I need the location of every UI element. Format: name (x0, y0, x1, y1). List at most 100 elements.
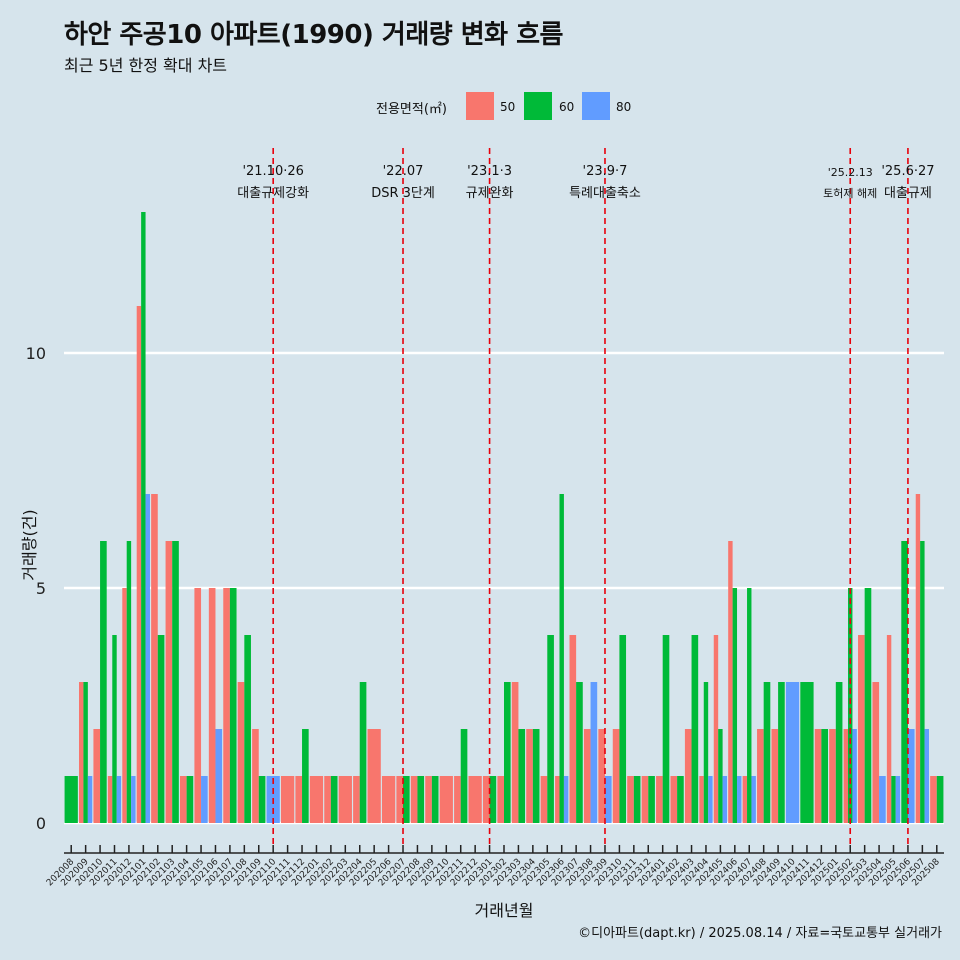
legend-key-80 (582, 92, 610, 120)
bar-60-202502 (848, 588, 853, 823)
bar-60-202304 (532, 729, 540, 823)
bar-60-202204 (359, 682, 367, 823)
bar-80-202407 (751, 776, 756, 823)
bar-50-202304 (526, 729, 533, 823)
bar-60-202407 (747, 588, 752, 823)
y-axis-label: 거래량(건) (20, 509, 39, 581)
bar-60-202403 (691, 635, 699, 823)
bar-60-202104 (186, 776, 194, 823)
bar-50-202101 (136, 306, 142, 823)
bar-60-202301 (489, 776, 497, 823)
bar-50-202508 (930, 776, 937, 823)
bar-60-202109 (258, 776, 266, 823)
bar-60-202211 (460, 729, 468, 823)
bar-60-202408 (763, 682, 771, 823)
bar-80-202404 (708, 776, 713, 823)
bar-50-202305 (540, 776, 548, 823)
legend-key-60 (524, 92, 552, 120)
bar-80-202011 (116, 776, 122, 823)
bar-50-202011 (107, 776, 113, 823)
bar-50-202009 (79, 682, 84, 823)
bar-50-202211 (454, 776, 461, 823)
bar-60-202412 (821, 729, 829, 823)
bar-60-202102 (157, 635, 165, 823)
y-tick-label: 0 (36, 814, 46, 833)
bar-60-202312 (648, 776, 655, 823)
bar-80-202406 (737, 776, 742, 823)
bar-60-202107 (229, 588, 237, 823)
source-credit: ©디아파트(dapt.kr) / 2025.08.14 / 자료=국토교통부 실… (578, 926, 942, 941)
bar-60-202506 (901, 541, 908, 823)
bar-60-202010 (100, 541, 107, 823)
legend: 전용면적(㎡) 50 60 80 (0, 92, 960, 122)
bar-50-202202 (324, 776, 331, 823)
bar-50-202303 (511, 682, 519, 823)
bar-80-202308 (590, 682, 598, 823)
bar-80-202009 (87, 776, 93, 823)
bar-60-202012 (126, 541, 132, 823)
bar-60-202501 (835, 682, 843, 823)
bar-50-202302 (497, 776, 504, 823)
bar-50-202205 (367, 729, 381, 823)
annotation-date: '23.1·3 (467, 164, 512, 179)
bar-50-202206 (381, 776, 396, 823)
bar-80-202309 (604, 776, 612, 823)
annotation-text: 특례대출축소 (569, 186, 641, 201)
bar-50-202212 (468, 776, 482, 823)
bar-50-202409 (771, 729, 779, 823)
bar-50-202108 (237, 682, 245, 823)
annotation-text: 대출규제 (884, 186, 932, 201)
annotation-date: '21.10·26 (242, 164, 303, 179)
bar-50-202111 (280, 776, 295, 823)
bar-60-202401 (662, 635, 670, 823)
bar-80-202410 (785, 682, 800, 823)
bar-60-202505 (891, 776, 896, 823)
bar-50-202402 (670, 776, 678, 823)
bar-60-202310 (619, 635, 627, 823)
bar-50-202406 (728, 541, 733, 823)
legend-label-80: 80 (616, 100, 632, 114)
bar-60-202209 (431, 776, 439, 823)
annotation-text: 규제완화 (466, 186, 514, 201)
bar-50-202307 (569, 635, 577, 823)
bar-60-202311 (633, 776, 641, 823)
bar-50-202504 (872, 682, 880, 823)
bar-60-202202 (330, 776, 338, 823)
bar-80-202505 (895, 776, 901, 823)
legend-key-50 (466, 92, 494, 120)
y-tick-label: 5 (36, 579, 46, 598)
bar-50-202104 (179, 776, 187, 823)
bar-60-202303 (518, 729, 526, 823)
bar-60-202302 (504, 682, 511, 823)
bar-60-202402 (677, 776, 684, 823)
annotation-date: '25.6·27 (881, 164, 934, 179)
chart-subtitle: 최근 5년 한정 확대 차트 (64, 56, 228, 75)
bar-50-202112 (295, 776, 303, 823)
bar-80-202012 (131, 776, 136, 823)
bar-50-202403 (684, 729, 692, 823)
bar-50-202208 (410, 776, 418, 823)
bar-50-202407 (742, 776, 748, 823)
bar-60-202101 (141, 212, 146, 823)
annotation-date: '23.9·7 (583, 164, 628, 179)
annotation-date: '25.2.13 (828, 166, 873, 179)
bar-60-202103 (172, 541, 179, 823)
bar-50-202505 (886, 635, 892, 823)
bar-50-202502 (843, 729, 849, 823)
bar-50-202308 (583, 729, 591, 823)
legend-label-50: 50 (500, 100, 516, 114)
bar-60-202305 (547, 635, 554, 823)
bar-50-202401 (656, 776, 663, 823)
bar-50-202107 (223, 588, 230, 823)
bar-50-202103 (165, 541, 173, 823)
annotation-text: 대출규제강화 (237, 186, 309, 201)
bar-60-202208 (417, 776, 425, 823)
bar-60-202009 (83, 682, 88, 823)
bar-50-202105 (194, 588, 202, 823)
bar-60-202108 (244, 635, 251, 823)
bar-80-202502 (852, 729, 857, 823)
bar-50-202311 (627, 776, 634, 823)
bar-60-202008 (64, 776, 78, 823)
bar-50-202507 (915, 494, 921, 823)
